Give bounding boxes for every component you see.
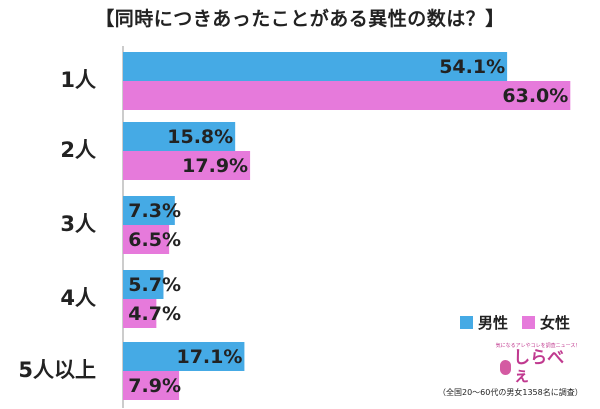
survey-footnote: （全国20～60代の男女1358名に調査） <box>438 388 583 397</box>
legend-swatch-male <box>460 316 473 329</box>
data-label: 15.8% <box>167 126 233 148</box>
bar-male-2 <box>123 122 236 151</box>
logo-tagline: 気になるアレやコレを調査ニュース！ <box>495 343 581 349</box>
data-label: 7.3% <box>128 200 181 222</box>
shirabee-logo: 気になるアレやコレを調査ニュース！ しらべぇ <box>496 343 581 385</box>
data-label: 6.5% <box>128 229 181 251</box>
data-label: 5.7% <box>128 274 181 296</box>
legend: 男性 女性 <box>460 312 570 333</box>
data-label: 7.9% <box>128 375 181 397</box>
bar-male-5 <box>123 342 245 371</box>
bar-female-5 <box>123 371 180 400</box>
bar-male-4 <box>123 270 164 299</box>
logo-mark-icon <box>500 359 512 375</box>
legend-item-male: 男性 <box>460 312 508 333</box>
data-label: 63.0% <box>502 85 568 107</box>
category-label: 2人 <box>60 138 96 162</box>
data-label: 54.1% <box>439 56 505 78</box>
legend-swatch-female <box>522 316 536 329</box>
category-label: 3人 <box>60 212 96 236</box>
category-label: 5人以上 <box>18 358 96 382</box>
category-label: 1人 <box>60 68 96 92</box>
legend-item-female: 女性 <box>522 312 570 333</box>
bar-female-4 <box>123 299 157 328</box>
bar-female-1 <box>123 81 571 110</box>
data-label: 17.1% <box>176 346 242 368</box>
bar-male-1 <box>123 52 508 81</box>
data-label: 17.9% <box>182 155 248 177</box>
bar-female-3 <box>123 225 170 254</box>
bar-male-3 <box>123 196 175 225</box>
legend-label-female: 女性 <box>540 314 571 332</box>
logo-name: しらべぇ <box>513 348 565 386</box>
category-label: 4人 <box>60 286 96 310</box>
chart-title: 【同時につきあったことがある異性の数は？】 <box>95 8 505 30</box>
data-label: 4.7% <box>128 303 181 325</box>
bar-female-2 <box>123 151 251 180</box>
legend-label-male: 男性 <box>478 314 509 332</box>
